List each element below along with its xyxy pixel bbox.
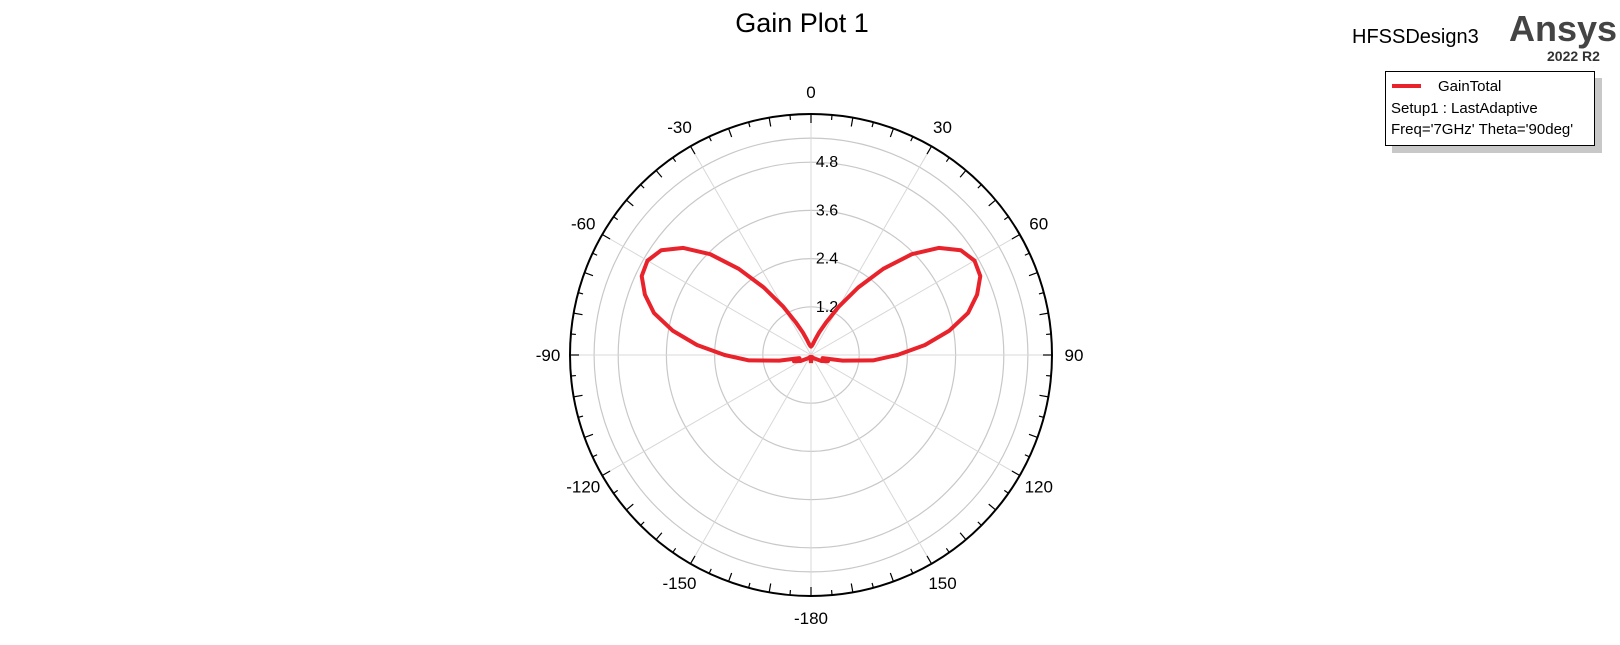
- angle-label: 120: [1025, 478, 1053, 497]
- angle-tick: [613, 216, 619, 221]
- series-layer: [639, 245, 983, 364]
- angle-tick: [584, 272, 594, 277]
- angle-grid-spoke: [810, 354, 1020, 476]
- series-line-gaintotal: [639, 245, 983, 364]
- angle-tick: [1038, 292, 1044, 295]
- angle-tick: [584, 433, 594, 438]
- angle-tick: [850, 583, 854, 593]
- angle-tick: [708, 568, 712, 574]
- angle-tick: [625, 199, 634, 207]
- angle-tick: [573, 394, 583, 398]
- angle-tick: [926, 145, 933, 155]
- angle-label: 90: [1065, 346, 1084, 365]
- version-label: 2022 R2: [1547, 48, 1600, 64]
- angle-labels: 0 30 60 90 120 150 -180 -150 -120 -90 -60 -30: [536, 83, 1084, 628]
- chart-title-text: Gain Plot 1: [735, 8, 869, 38]
- angle-tick: [601, 233, 611, 240]
- angle-label: 150: [928, 574, 956, 593]
- angle-tick: [625, 503, 634, 511]
- angle-tick: [1003, 216, 1009, 221]
- angle-grid-spoke: [810, 354, 932, 564]
- angle-tick: [1011, 233, 1021, 240]
- chart-title: Gain Plot 1: [0, 8, 1620, 39]
- angle-tick: [1039, 312, 1049, 316]
- angle-tick: [889, 128, 894, 138]
- angle-tick: [850, 117, 854, 127]
- angle-tick: [945, 157, 950, 163]
- angle-tick: [573, 312, 583, 316]
- angle-tick: [871, 122, 874, 128]
- angle-label: 60: [1029, 215, 1048, 234]
- angle-tick: [1024, 454, 1030, 458]
- angle-tick: [708, 136, 712, 142]
- angle-label: -120: [566, 478, 600, 497]
- angle-tick: [926, 555, 933, 565]
- angle-tick: [889, 572, 894, 582]
- angle-label: -180: [794, 609, 828, 628]
- angle-tick: [728, 572, 733, 582]
- angle-grid-spoke: [690, 354, 812, 564]
- radial-labels: 1.22.43.64.8: [816, 154, 838, 316]
- angle-label: 0: [806, 83, 815, 102]
- angle-tick: [768, 117, 772, 127]
- angle-label: -90: [536, 346, 561, 365]
- angle-tick: [672, 157, 677, 163]
- angle-grid-spoke: [810, 146, 932, 356]
- angle-tick: [1028, 433, 1038, 438]
- angle-tick: [578, 415, 584, 418]
- design-name: HFSSDesign3: [1352, 26, 1479, 48]
- legend-box[interactable]: GainTotal Setup1 : LastAdaptive Freq='7G…: [1385, 71, 1595, 146]
- angle-tick: [959, 532, 967, 541]
- angle-tick: [1011, 470, 1021, 477]
- angle-tick: [1024, 252, 1030, 256]
- angle-label: -150: [662, 574, 696, 593]
- angle-tick: [748, 122, 751, 128]
- angle-tick: [977, 184, 982, 189]
- angle-tick: [655, 169, 663, 178]
- angle-tick: [592, 454, 598, 458]
- angle-tick: [728, 128, 733, 138]
- angle-grid-spoke: [810, 234, 1020, 356]
- angle-grid-spoke: [602, 354, 812, 476]
- angle-tick: [613, 489, 619, 494]
- angle-label: -30: [667, 118, 692, 137]
- angle-tick: [748, 582, 751, 588]
- brand-logo: Ansys: [1509, 8, 1618, 49]
- legend-swatch: [1392, 84, 1421, 88]
- angle-tick: [689, 555, 696, 565]
- angle-tick: [655, 532, 663, 541]
- angle-tick: [1003, 489, 1009, 494]
- angle-tick: [672, 547, 677, 553]
- angle-tick: [977, 521, 982, 526]
- angle-grid-spoke: [602, 234, 812, 356]
- angle-tick: [640, 184, 645, 189]
- angle-tick: [1039, 394, 1049, 398]
- angle-tick: [910, 136, 914, 142]
- angle-tick: [871, 582, 874, 588]
- angle-tick: [689, 145, 696, 155]
- angle-tick: [988, 199, 997, 207]
- angle-tick: [945, 547, 950, 553]
- angle-tick: [1028, 272, 1038, 277]
- radial-tick-label: 3.6: [816, 202, 838, 219]
- angle-tick: [988, 503, 997, 511]
- angle-grid-spoke: [690, 146, 812, 356]
- angle-label: -60: [571, 215, 596, 234]
- angle-tick: [959, 169, 967, 178]
- angle-tick: [592, 252, 598, 256]
- angle-label: 30: [933, 118, 952, 137]
- angle-tick: [1038, 415, 1044, 418]
- angle-tick: [910, 568, 914, 574]
- radial-tick-label: 2.4: [816, 251, 838, 268]
- legend-setup-label: Setup1 : LastAdaptive: [1391, 100, 1538, 117]
- angle-tick: [601, 470, 611, 477]
- angle-tick: [640, 521, 645, 526]
- legend-freq-label: Freq='7GHz' Theta='90deg': [1391, 121, 1574, 138]
- legend-series-label: GainTotal: [1438, 78, 1502, 95]
- radial-tick-label: 4.8: [816, 154, 838, 171]
- polar-ticks: [570, 114, 1052, 596]
- angle-tick: [768, 583, 772, 593]
- angle-tick: [578, 292, 584, 295]
